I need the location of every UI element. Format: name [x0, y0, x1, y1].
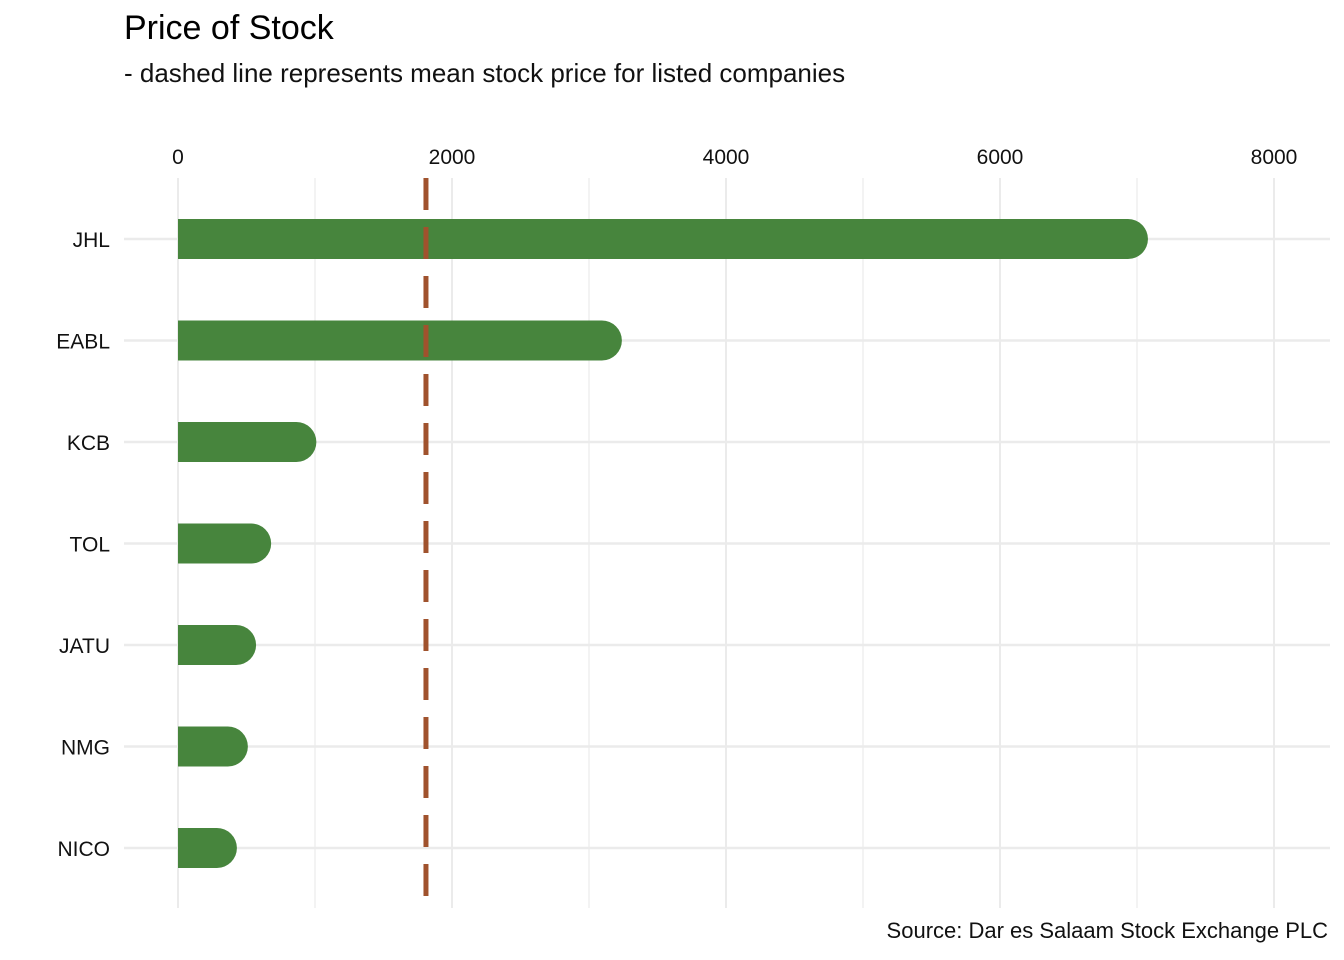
x-tick-label: 8000: [1251, 146, 1298, 169]
y-tick-label: TOL: [70, 534, 110, 557]
grid-lines: [124, 178, 1330, 908]
bar-eabl: [178, 320, 622, 361]
x-tick-label: 4000: [703, 146, 750, 169]
bar-tol: [178, 523, 272, 564]
bar-kcb: [178, 422, 317, 462]
bar-jhl: [178, 219, 1148, 259]
y-tick-label: KCB: [67, 432, 110, 455]
chart-subtitle: - dashed line represents mean stock pric…: [124, 58, 846, 88]
bar-jatu: [178, 625, 257, 665]
bar-nmg: [178, 726, 248, 767]
x-tick-label: 0: [172, 146, 184, 169]
chart-title: Price of Stock: [124, 9, 334, 47]
bar-nico: [178, 828, 237, 868]
y-tick-label: NICO: [58, 838, 111, 861]
y-tick-label: NMG: [61, 737, 110, 760]
y-axis-ticks: JHL EABL KCB TOL JATU NMG NICO: [56, 229, 110, 861]
bars: [178, 219, 1148, 868]
y-tick-label: JATU: [59, 635, 110, 658]
x-tick-label: 6000: [977, 146, 1024, 169]
x-tick-label: 2000: [429, 146, 476, 169]
y-tick-label: EABL: [56, 331, 110, 354]
y-tick-label: JHL: [73, 229, 110, 252]
x-axis-ticks: 0 2000 4000 6000 8000: [172, 146, 1297, 169]
chart-caption: Source: Dar es Salaam Stock Exchange PLC: [886, 918, 1328, 943]
